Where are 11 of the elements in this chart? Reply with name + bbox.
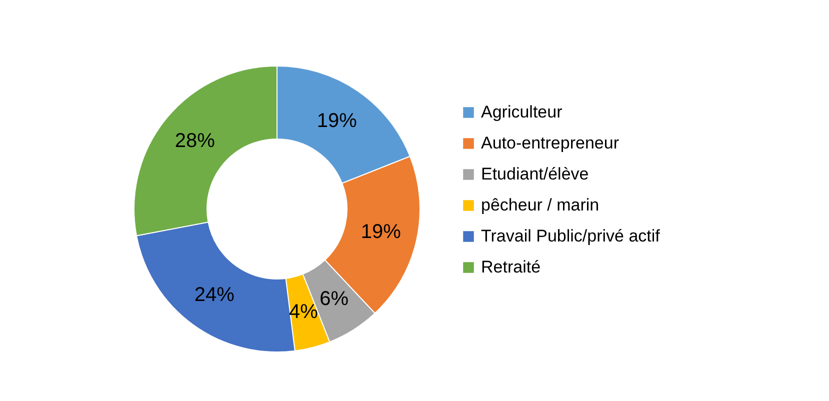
data-label: 6% <box>320 288 349 310</box>
legend-label: Agriculteur <box>481 102 563 122</box>
data-label: 28% <box>174 130 216 152</box>
legend-label: Travail Public/privé actif <box>481 226 660 246</box>
legend-label: pêcheur / marin <box>481 196 600 214</box>
data-label: 19% <box>360 221 402 244</box>
data-label: 19% <box>316 110 358 132</box>
legend-label: Auto-entrepreneur <box>481 134 620 152</box>
data-label: 24% <box>194 284 235 306</box>
legend-label: Etudiant/élève <box>481 164 589 184</box>
legend-label: Retraité <box>481 258 541 276</box>
